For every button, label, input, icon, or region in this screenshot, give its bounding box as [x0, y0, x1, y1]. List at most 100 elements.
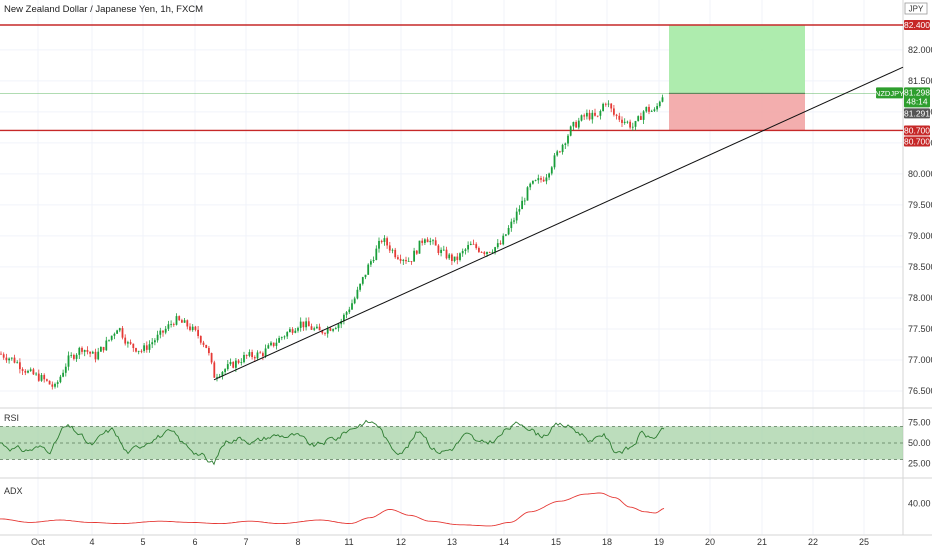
candle-body: [523, 200, 526, 202]
candle-body: [448, 254, 451, 259]
candle-body: [467, 245, 469, 250]
price-tick-label: 76.500: [908, 386, 932, 396]
candle-body: [189, 326, 191, 331]
time-axis[interactable]: Oct 4 5 6 7 8 11 12 13 14 15 18 19 20 21 22 25: [31, 537, 869, 547]
candle-body: [556, 151, 559, 156]
candle-body: [510, 221, 513, 229]
candle-body: [542, 179, 545, 182]
rsi-panel: [0, 419, 903, 466]
tag-top-box: [904, 20, 930, 30]
candle-body: [170, 324, 172, 325]
candle-body: [494, 247, 496, 252]
horizontal-levels[interactable]: [0, 24, 903, 132]
candle-body: [40, 375, 43, 381]
candle-body: [64, 366, 67, 373]
candle-body: [526, 187, 529, 201]
candle-body: [237, 360, 240, 363]
rsi-line: [0, 419, 665, 466]
candle-body: [24, 370, 27, 373]
candle-body: [472, 243, 475, 245]
tag-last-box: [904, 87, 930, 108]
candle-body: [634, 121, 637, 127]
candle-body: [453, 256, 456, 261]
candle-body: [70, 354, 73, 356]
candle-body: [299, 321, 302, 328]
candle-body: [529, 183, 532, 188]
price-tick-label: 79.500: [908, 200, 932, 210]
price-tick-label: 79.000: [908, 231, 932, 241]
candle-body: [8, 358, 10, 361]
candle-body: [596, 115, 599, 117]
candle-body: [442, 249, 445, 251]
rsi-tick-label: 25.00: [908, 459, 931, 469]
candle-body: [353, 298, 356, 304]
price-tick-label: 78.500: [908, 262, 932, 272]
candle-body: [181, 320, 183, 323]
candle-body: [505, 234, 507, 236]
adx-tick-label: 40.00: [908, 499, 931, 509]
candle-body: [172, 324, 175, 325]
candle-body: [394, 249, 397, 258]
candle-body: [610, 103, 613, 109]
candle-body: [86, 350, 89, 352]
rsi-tick-label: 50.00: [908, 438, 931, 448]
candle-body: [658, 101, 661, 107]
candle-body: [0, 353, 2, 355]
time-tick-label: 4: [89, 537, 94, 547]
candle-body: [648, 106, 650, 112]
candle-body: [569, 126, 572, 136]
candle-body: [275, 342, 278, 346]
candle-body: [548, 173, 550, 178]
candle-body: [240, 362, 243, 363]
price-tick-label: 78.000: [908, 293, 932, 303]
candle-body: [518, 209, 521, 212]
candle-body: [478, 248, 480, 252]
trendline-segment: [213, 66, 904, 381]
candle-body: [483, 252, 486, 255]
candle-body: [550, 167, 553, 174]
trendline[interactable]: [213, 66, 904, 381]
time-tick-label: 6: [192, 537, 197, 547]
tag-top-text: 82.400: [904, 20, 930, 30]
candle-body: [375, 248, 378, 260]
position-zones[interactable]: [669, 25, 805, 131]
candle-body: [289, 329, 291, 333]
candle-body: [270, 342, 272, 346]
candle-body: [567, 135, 569, 144]
candle-body: [59, 376, 62, 383]
candle-body: [407, 261, 410, 262]
candle-body: [29, 369, 32, 371]
candle-body: [243, 354, 245, 363]
candle-body: [631, 126, 634, 128]
candle-body: [162, 330, 164, 333]
candle-body: [461, 250, 464, 254]
candle-body: [480, 251, 483, 253]
candle-body: [410, 261, 413, 262]
candle-body: [348, 309, 351, 313]
candle-body: [127, 342, 129, 344]
candle-body: [432, 240, 434, 242]
candle-body: [100, 346, 102, 352]
candle-body: [205, 344, 208, 348]
time-tick-label: 14: [499, 537, 509, 547]
candle-body: [210, 353, 213, 363]
candle-body: [46, 379, 48, 381]
currency-badge[interactable]: [904, 2, 928, 15]
candle-body: [156, 334, 159, 341]
candle-body: [5, 357, 8, 361]
candle-body: [313, 328, 316, 330]
candle-body: [159, 330, 162, 335]
candle-body: [321, 330, 324, 334]
candle-body: [640, 116, 642, 120]
candle-body: [75, 354, 78, 359]
candle-body: [604, 103, 607, 105]
candle-body: [218, 376, 221, 378]
candle-body: [615, 114, 618, 116]
candle-body: [391, 249, 394, 251]
time-tick-label: 18: [602, 537, 612, 547]
symbol-tag-text: NZDJPY: [875, 89, 904, 98]
candle-body: [235, 360, 237, 368]
rsi-label: RSI: [4, 413, 19, 423]
candle-body: [361, 277, 364, 284]
